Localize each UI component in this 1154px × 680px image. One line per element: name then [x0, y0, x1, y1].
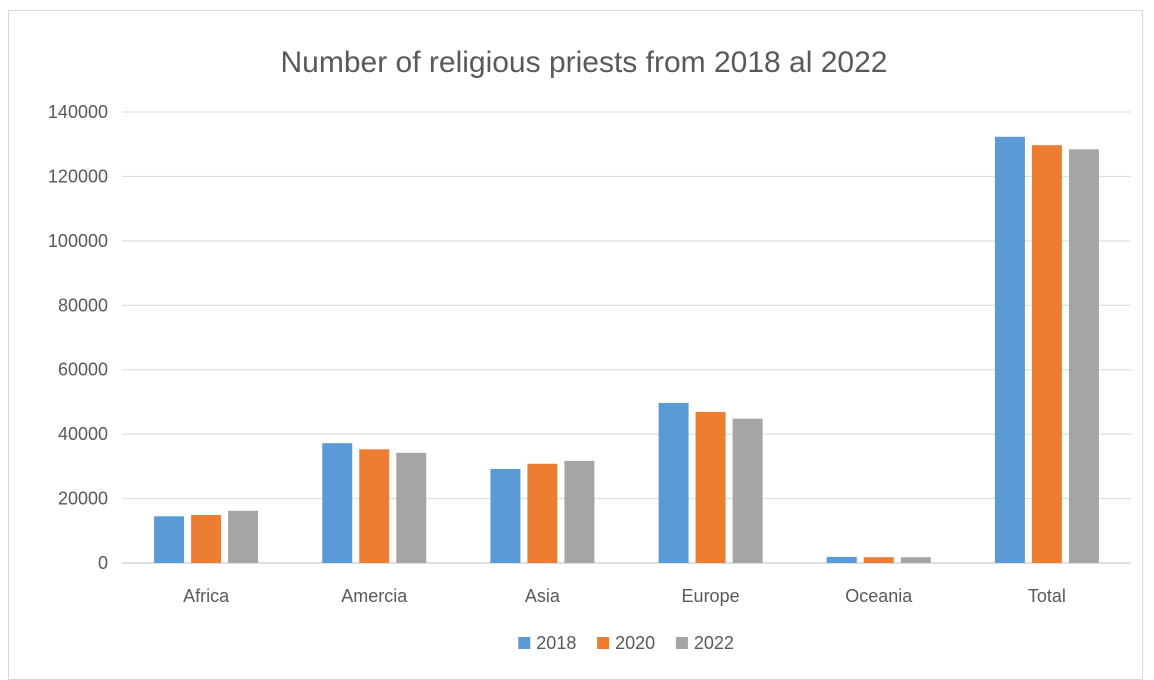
bar-2018-europe	[658, 402, 689, 563]
y-tick-label: 80000	[58, 295, 108, 315]
x-tick-label: Africa	[183, 586, 230, 606]
legend-swatch-2022	[675, 637, 688, 649]
bar-2020-amercia	[359, 449, 390, 563]
bar-2022-asia	[564, 460, 595, 563]
bar-2022-europe	[732, 418, 763, 563]
legend: 2018 2020 2022	[518, 633, 734, 653]
x-tick-label: Asia	[525, 586, 561, 606]
x-tick-label: Total	[1028, 586, 1066, 606]
legend-label: 2022	[694, 633, 734, 653]
legend-label: 2020	[615, 633, 655, 653]
bar-2020-asia	[527, 463, 558, 563]
legend-swatch-2020	[597, 637, 610, 649]
bar-2018-amercia	[322, 443, 353, 563]
y-tick-label: 140000	[48, 102, 108, 122]
bar-2020-europe	[695, 411, 726, 563]
bar-2018-asia	[490, 468, 521, 563]
legend-label: 2018	[536, 633, 576, 653]
y-tick-label: 60000	[58, 360, 108, 380]
bar-2020-oceania	[863, 557, 894, 563]
bar-2022-total	[1068, 149, 1099, 563]
y-tick-label: 20000	[58, 489, 108, 509]
legend-swatch-2018	[518, 637, 531, 649]
bar-2018-oceania	[826, 556, 857, 563]
bar-2020-africa	[191, 515, 222, 563]
x-axis-tick-labels: Africa Amercia Asia Europe Oceania Total	[183, 586, 1066, 606]
bar-2018-africa	[154, 516, 185, 563]
chart-frame	[8, 10, 1143, 680]
y-tick-label: 100000	[48, 231, 108, 251]
bar-2020-total	[1031, 145, 1062, 563]
y-tick-label: 0	[98, 553, 108, 573]
y-axis-tick-labels: 0 20000 40000 60000 80000 100000 120000 140000	[48, 102, 108, 573]
bars	[154, 136, 1099, 563]
y-tick-label: 120000	[48, 166, 108, 186]
bar-2022-oceania	[900, 557, 931, 563]
y-tick-label: 40000	[58, 424, 108, 444]
x-tick-label: Oceania	[845, 586, 913, 606]
gridlines	[122, 111, 1131, 564]
x-tick-label: Amercia	[341, 586, 408, 606]
chart-title: Number of religious priests from 2018 al…	[281, 46, 888, 79]
bar-2022-amercia	[396, 452, 427, 563]
bar-2022-africa	[228, 510, 259, 563]
bar-2018-total	[994, 136, 1025, 563]
x-tick-label: Europe	[682, 586, 740, 606]
